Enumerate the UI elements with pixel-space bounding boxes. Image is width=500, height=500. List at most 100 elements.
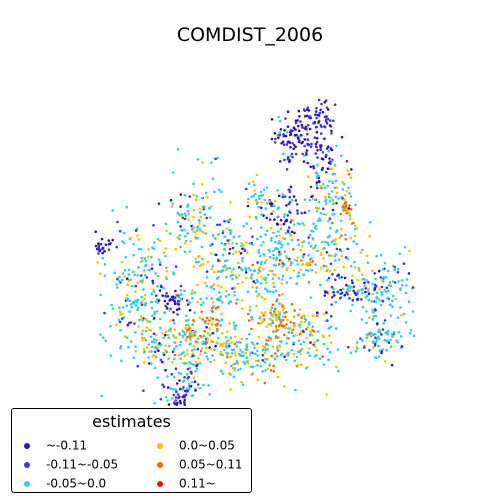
map-point <box>316 311 319 315</box>
map-point <box>144 301 148 305</box>
map-point <box>223 243 226 247</box>
map-point <box>280 260 283 263</box>
map-point <box>283 195 287 198</box>
map-point <box>268 218 272 221</box>
map-point <box>266 367 270 370</box>
map-point <box>290 348 294 352</box>
map-point <box>375 254 378 258</box>
map-point <box>184 362 187 365</box>
map-point <box>133 322 136 325</box>
map-point <box>356 290 359 294</box>
map-point <box>337 273 340 277</box>
map-point <box>175 382 179 385</box>
map-point <box>220 331 224 335</box>
map-point <box>208 392 211 396</box>
map-point <box>229 355 232 359</box>
map-point <box>286 157 290 161</box>
map-point <box>273 352 277 355</box>
map-point <box>226 355 229 359</box>
map-point <box>183 242 187 245</box>
map-point <box>188 327 191 330</box>
map-point <box>118 280 121 283</box>
map-point <box>270 137 274 141</box>
map-title: COMDIST_2006 <box>176 24 324 46</box>
map-point <box>104 339 107 343</box>
map-point <box>200 230 203 233</box>
map-point <box>327 192 331 196</box>
map-point <box>198 362 202 365</box>
map-point <box>103 250 106 253</box>
map-point <box>278 240 281 243</box>
map-point <box>170 295 174 299</box>
map-point <box>126 277 129 281</box>
map-point <box>209 360 212 364</box>
map-point <box>270 212 273 216</box>
map-point <box>272 312 276 315</box>
map-point <box>285 168 289 171</box>
map-point <box>399 335 403 338</box>
map-point <box>324 265 328 268</box>
map-point <box>325 251 329 254</box>
map-point <box>144 259 148 263</box>
map-point <box>349 195 353 198</box>
map-point <box>258 265 262 268</box>
map-point <box>322 212 326 216</box>
map-point <box>280 142 283 145</box>
map-point <box>172 171 175 174</box>
map-point <box>229 201 232 204</box>
map-point <box>156 284 159 288</box>
map-point <box>103 263 107 266</box>
map-point <box>380 290 383 294</box>
map-point <box>290 230 294 234</box>
map-point <box>306 106 310 109</box>
map-point <box>399 306 402 309</box>
map-point <box>111 307 114 310</box>
map-point <box>242 360 246 364</box>
map-point <box>296 212 299 215</box>
map-point <box>125 293 129 297</box>
map-point <box>311 333 314 337</box>
map-point <box>275 299 279 303</box>
map-point <box>159 317 162 321</box>
map-point <box>313 355 317 358</box>
map-point <box>198 211 202 214</box>
map-point <box>282 143 286 146</box>
map-point <box>385 286 389 290</box>
map-point <box>278 131 282 134</box>
map-point <box>163 311 166 315</box>
map-point <box>146 255 150 259</box>
map-point <box>99 293 102 297</box>
map-point <box>315 125 319 129</box>
map-point <box>306 138 310 141</box>
map-point <box>220 190 223 193</box>
map-point <box>267 339 270 343</box>
map-point <box>309 165 313 169</box>
map-point <box>306 351 310 355</box>
map-point <box>255 202 259 205</box>
map-point <box>219 323 222 327</box>
map-point <box>276 247 280 251</box>
map-point <box>191 335 194 338</box>
map-point <box>402 262 406 266</box>
map-point <box>225 259 229 262</box>
map-point <box>396 268 400 271</box>
map-point <box>323 100 327 104</box>
map-point <box>277 324 281 328</box>
map-point <box>150 292 153 296</box>
map-point <box>372 310 375 314</box>
map-point <box>182 401 186 404</box>
map-point <box>204 346 208 350</box>
map-point <box>407 272 411 275</box>
map-point <box>324 319 328 323</box>
map-point <box>278 119 282 123</box>
map-point <box>257 292 261 296</box>
map-point <box>325 106 329 109</box>
map-point <box>324 118 328 121</box>
map-point <box>158 260 162 264</box>
map-point <box>171 202 174 205</box>
map-point <box>167 403 171 406</box>
map-point <box>350 168 353 171</box>
map-point <box>228 344 231 348</box>
map-point <box>215 341 219 344</box>
map-point <box>244 271 248 274</box>
